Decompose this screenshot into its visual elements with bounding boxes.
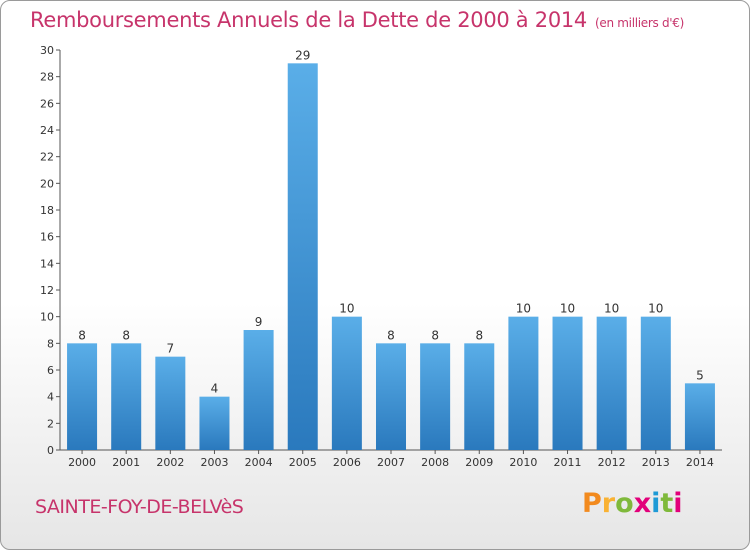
chart-unit-label: (en milliers d'€) (595, 16, 685, 30)
bar-value-label: 7 (167, 342, 175, 356)
bar (67, 343, 98, 450)
bar (684, 383, 715, 450)
bar-value-label: 5 (696, 368, 704, 382)
y-tick-label: 10 (40, 311, 54, 324)
bar (552, 316, 583, 450)
chart-title-text: Remboursements Annuels de la Dette de 20… (30, 8, 587, 32)
y-tick-label: 16 (40, 231, 54, 244)
chart-title: Remboursements Annuels de la Dette de 20… (30, 8, 684, 32)
x-tick-label: 2006 (333, 456, 361, 469)
bar-value-label: 10 (604, 302, 619, 316)
x-tick-label: 2010 (509, 456, 537, 469)
y-tick-label: 0 (47, 444, 54, 457)
y-tick-label: 22 (40, 151, 54, 164)
bar-value-label: 8 (122, 328, 130, 342)
bar (596, 316, 627, 450)
x-tick-label: 2001 (112, 456, 140, 469)
x-tick-label: 2013 (642, 456, 670, 469)
y-tick-label: 2 (47, 417, 54, 430)
bar-value-label: 4 (211, 382, 219, 396)
bar-value-label: 8 (475, 328, 483, 342)
bar (111, 343, 142, 450)
proxiti-logo[interactable]: Proxiti (582, 488, 683, 519)
x-tick-label: 2011 (554, 456, 582, 469)
commune-name: SAINTE-FOY-DE-BELVèS (35, 496, 244, 518)
x-tick-label: 2004 (245, 456, 273, 469)
y-tick-label: 30 (40, 44, 54, 57)
bar-value-label: 8 (431, 328, 439, 342)
bar (420, 343, 451, 450)
x-tick-label: 2008 (421, 456, 449, 469)
bar-value-label: 10 (560, 302, 575, 316)
bar (640, 316, 671, 450)
bar-value-label: 10 (339, 302, 354, 316)
bar-value-label: 8 (387, 328, 395, 342)
bar (243, 330, 274, 450)
y-tick-label: 12 (40, 284, 54, 297)
bar (464, 343, 495, 450)
y-tick-label: 14 (40, 257, 54, 270)
y-tick-label: 28 (40, 71, 54, 84)
y-tick-label: 18 (40, 204, 54, 217)
bar-value-label: 10 (648, 302, 663, 316)
bar-value-label: 29 (295, 48, 310, 62)
x-tick-label: 2002 (156, 456, 184, 469)
x-tick-label: 2009 (465, 456, 493, 469)
bar (287, 63, 318, 450)
x-tick-label: 2007 (377, 456, 405, 469)
x-tick-label: 2012 (598, 456, 626, 469)
x-tick-label: 2014 (686, 456, 714, 469)
bar (375, 343, 407, 450)
y-tick-label: 4 (47, 391, 54, 404)
y-tick-label: 20 (40, 177, 54, 190)
y-tick-label: 8 (47, 337, 54, 350)
bar-value-label: 9 (255, 315, 263, 329)
bar-value-label: 8 (78, 328, 86, 342)
x-tick-label: 2005 (289, 456, 317, 469)
bar-value-label: 10 (516, 302, 531, 316)
bar (508, 316, 539, 450)
y-tick-label: 6 (47, 364, 54, 377)
chart-bars: 8 8 7 4 9 29 10 8 8 8 10 10 10 10 5 (67, 48, 715, 450)
bar (331, 316, 362, 450)
bar (199, 396, 230, 450)
y-tick-label: 26 (40, 97, 54, 110)
x-tick-label: 2000 (68, 456, 96, 469)
x-tick-label: 2003 (200, 456, 228, 469)
y-tick-label: 24 (40, 124, 54, 137)
bar (155, 356, 186, 450)
